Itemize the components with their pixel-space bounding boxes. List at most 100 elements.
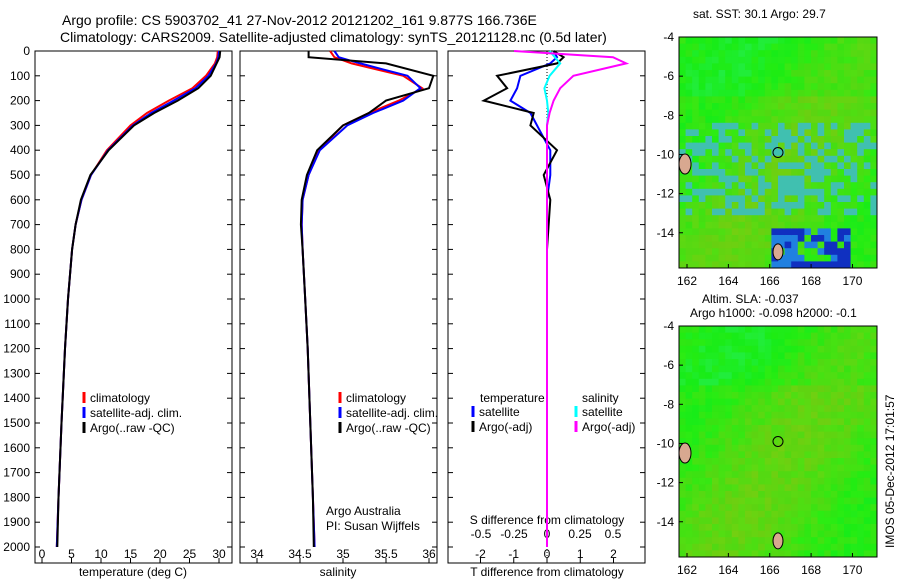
map-cell — [830, 484, 838, 492]
map-cell — [705, 550, 713, 558]
map-cell — [718, 248, 726, 256]
map-cell — [751, 464, 759, 472]
map-cell — [738, 261, 746, 269]
map-cell — [725, 228, 733, 236]
map-cell — [844, 89, 852, 97]
map-cell — [844, 491, 852, 499]
map-cell — [725, 497, 733, 505]
map-cell — [712, 142, 720, 150]
map-cell — [844, 504, 852, 512]
map-cell — [745, 43, 753, 51]
map-cell — [863, 136, 871, 144]
map-cell — [791, 405, 799, 413]
map-cell — [679, 464, 687, 472]
map-cell — [731, 537, 739, 545]
map-cell — [784, 477, 792, 485]
map-cell — [712, 169, 720, 177]
map-cell — [791, 208, 799, 216]
sla-map — [679, 326, 878, 558]
map-cell — [751, 497, 759, 505]
map-cell — [764, 444, 772, 452]
map-cell — [718, 235, 726, 243]
map-cell — [817, 215, 825, 223]
map-cell — [797, 162, 805, 170]
map-cell — [837, 56, 845, 64]
map-cell — [844, 378, 852, 386]
map-cell — [745, 241, 753, 249]
map-cell — [738, 339, 746, 347]
map-cell — [797, 175, 805, 183]
map-cell — [850, 248, 858, 256]
map-cell — [718, 96, 726, 104]
map-cell — [698, 491, 706, 499]
y-tick-label: 2000 — [3, 540, 30, 554]
map-cell — [778, 345, 786, 353]
map-cell — [764, 228, 772, 236]
map-cell — [817, 530, 825, 538]
map-cell — [830, 89, 838, 97]
map-cell — [844, 109, 852, 117]
map-cell — [837, 208, 845, 216]
map-cell — [698, 195, 706, 203]
map-cell — [797, 332, 805, 340]
map-cell — [751, 221, 759, 229]
map-cell — [817, 175, 825, 183]
map-cell — [738, 332, 746, 340]
map-cell — [685, 103, 693, 111]
map-cell — [791, 438, 799, 446]
map-cell — [679, 385, 687, 393]
legend-header-salinity: salinity — [582, 391, 619, 405]
map-cell — [712, 405, 720, 413]
map-cell — [850, 63, 858, 71]
map-cell — [797, 530, 805, 538]
map-cell — [830, 63, 838, 71]
map-cell — [698, 70, 706, 78]
map-cell — [797, 241, 805, 249]
map-cell — [811, 497, 819, 505]
map-cell — [830, 248, 838, 256]
map-cell — [870, 136, 878, 144]
map-cell — [824, 109, 832, 117]
map-cell — [824, 471, 832, 479]
map-cell — [758, 425, 766, 433]
map-cell — [751, 326, 759, 334]
map-cell — [679, 116, 687, 124]
map-cell — [745, 332, 753, 340]
map-cell — [844, 254, 852, 262]
map-cell — [811, 378, 819, 386]
map-cell — [857, 537, 865, 545]
map-cell — [692, 37, 700, 45]
map-y-tick-label: -14 — [657, 226, 675, 240]
map-cell — [692, 497, 700, 505]
map-cell — [758, 261, 766, 269]
map-cell — [863, 188, 871, 196]
map-cell — [698, 392, 706, 400]
map-cell — [751, 332, 759, 340]
map-cell — [791, 491, 799, 499]
map-cell — [863, 405, 871, 413]
map-cell — [844, 56, 852, 64]
map-cell — [804, 261, 812, 269]
map-cell — [685, 122, 693, 130]
map-cell — [824, 372, 832, 380]
map-cell — [857, 241, 865, 249]
map-cell — [824, 504, 832, 512]
map-cell — [758, 235, 766, 243]
map-cell — [718, 37, 726, 45]
map-cell — [698, 365, 706, 373]
map-cell — [791, 398, 799, 406]
map-cell — [850, 385, 858, 393]
map-cell — [830, 70, 838, 78]
map-cell — [811, 326, 819, 334]
map-cell — [758, 365, 766, 373]
map-cell — [738, 103, 746, 111]
map-cell — [685, 378, 693, 386]
map-cell — [764, 254, 772, 262]
map-cell — [764, 142, 772, 150]
y-tick-label: 500 — [10, 168, 30, 182]
map-cell — [791, 228, 799, 236]
map-cell — [824, 491, 832, 499]
map-cell — [804, 103, 812, 111]
map-cell — [837, 70, 845, 78]
map-cell — [811, 136, 819, 144]
